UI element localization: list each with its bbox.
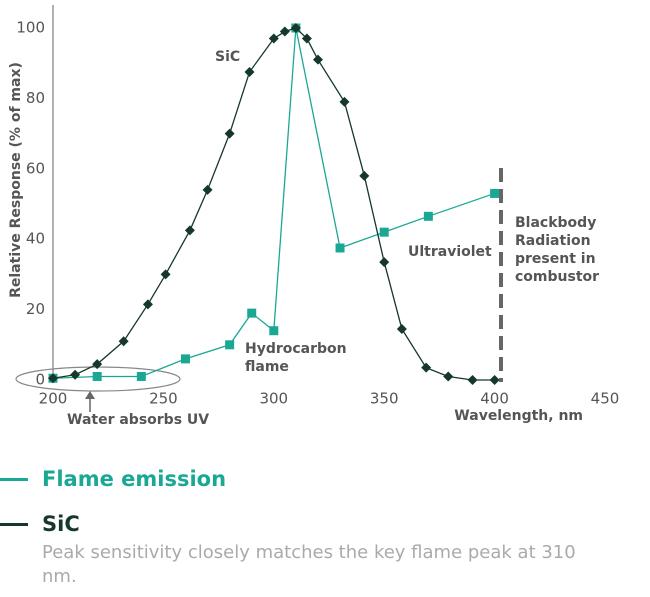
y-tick-label: 80 bbox=[26, 89, 45, 107]
annotation: Ultraviolet bbox=[408, 244, 492, 260]
legend-entry: Flame emission bbox=[0, 467, 226, 491]
y-axis-label: Relative Response (% of max) bbox=[8, 62, 24, 298]
legend-label: SiC bbox=[42, 512, 80, 536]
x-tick-label: 450 bbox=[591, 390, 620, 408]
point bbox=[269, 326, 279, 336]
legend-swatch bbox=[0, 477, 28, 481]
x-tick-label: 300 bbox=[259, 390, 288, 408]
x-tick-label: 350 bbox=[370, 390, 399, 408]
point bbox=[335, 243, 345, 253]
point bbox=[423, 211, 433, 221]
point bbox=[118, 336, 129, 347]
water-arrow-head bbox=[85, 391, 95, 399]
point bbox=[396, 323, 407, 334]
point bbox=[339, 96, 350, 107]
annotation: SiC bbox=[215, 49, 241, 65]
point bbox=[202, 184, 213, 195]
point bbox=[443, 371, 454, 382]
point bbox=[490, 188, 500, 198]
point bbox=[290, 23, 301, 33]
chart: Relative Response (% of max) Wavelength,… bbox=[8, 5, 620, 424]
legend-swatch bbox=[0, 522, 28, 526]
legend-label: Flame emission bbox=[42, 467, 227, 491]
x-tick-label: 200 bbox=[39, 390, 68, 408]
x-tick-label: 400 bbox=[480, 390, 509, 408]
y-tick-label: 100 bbox=[16, 19, 45, 37]
annotation: Water absorbs UV bbox=[67, 412, 210, 428]
legend-entry: SiC bbox=[0, 512, 80, 536]
x-axis-label: Wavelength, nm bbox=[454, 408, 583, 424]
point bbox=[160, 269, 171, 280]
point bbox=[224, 128, 235, 139]
point bbox=[92, 359, 103, 370]
point bbox=[142, 299, 153, 310]
point bbox=[379, 227, 389, 237]
point bbox=[136, 371, 146, 381]
y-tick-label: 60 bbox=[26, 159, 45, 177]
point bbox=[379, 257, 390, 268]
y-tick-label: 40 bbox=[26, 230, 45, 248]
point bbox=[359, 170, 370, 181]
caption: Peak sensitivity closely matches the key… bbox=[42, 542, 576, 587]
point bbox=[180, 354, 190, 364]
point bbox=[70, 369, 81, 380]
point bbox=[244, 67, 255, 77]
point bbox=[301, 33, 312, 44]
point bbox=[489, 375, 500, 385]
point bbox=[421, 362, 432, 373]
point bbox=[312, 54, 323, 65]
point bbox=[467, 375, 478, 385]
point bbox=[92, 371, 102, 381]
x-tick-label: 250 bbox=[149, 390, 178, 408]
y-tick-label: 0 bbox=[35, 371, 45, 389]
point bbox=[48, 373, 58, 384]
point bbox=[247, 308, 257, 318]
y-tick-label: 20 bbox=[26, 300, 45, 318]
point bbox=[268, 33, 279, 44]
annotation: Hydrocarbon flame bbox=[245, 341, 347, 375]
annotation: Blackbody Radiation present in combustor bbox=[515, 215, 600, 285]
point bbox=[184, 225, 195, 236]
point bbox=[279, 26, 290, 37]
series-line bbox=[52, 27, 495, 379]
point bbox=[225, 340, 235, 350]
